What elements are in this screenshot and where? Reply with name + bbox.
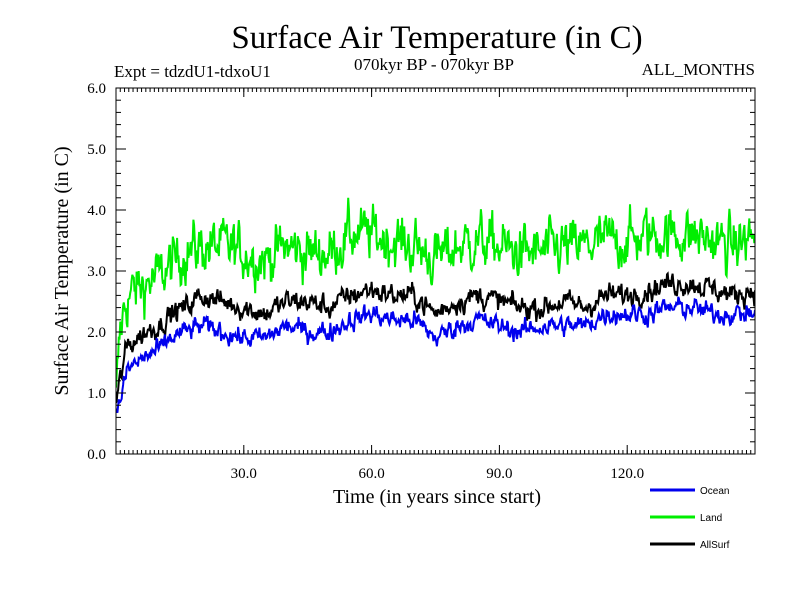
y-tick-label: 5.0 [87,142,106,158]
x-tick-label: 60.0 [358,466,384,482]
plot-frame [115,87,756,455]
legend-label-allsurf: AllSurf [700,540,730,551]
y-tick-label: 0.0 [87,447,106,463]
plot-area [116,197,755,414]
x-tick-label: 90.0 [486,466,512,482]
series-line-land [116,197,755,388]
series-line-allsurf [116,271,755,404]
chart-subtitle-months: ALL_MONTHS [642,60,755,79]
series-line-ocean [116,296,755,414]
x-tick-label: 30.0 [231,466,257,482]
axes: 30.0 60.0 90.0 120.0 0.0 1.0 2.0 3.0 4.0 5.0 6.0 [87,81,756,482]
chart-subtitle-period: 070kyr BP - 070kyr BP [354,55,514,74]
chart-title: Surface Air Temperature (in C) [231,20,642,56]
y-tick-label: 3.0 [87,264,106,280]
x-axis-label: Time (in years since start) [333,486,541,508]
y-axis-label: Surface Air Temperature (in C) [51,146,73,395]
legend-label-ocean: Ocean [700,486,729,497]
x-tick-label: 120.0 [610,466,644,482]
legend: Ocean Land AllSurf [650,486,730,551]
legend-label-land: Land [700,513,722,524]
chart-subtitle-expt: Expt = tdzdU1-tdxoU1 [114,62,271,81]
y-tick-label: 1.0 [87,386,106,402]
y-tick-label: 4.0 [87,203,106,219]
y-tick-label: 2.0 [87,325,106,341]
y-tick-label: 6.0 [87,81,106,97]
